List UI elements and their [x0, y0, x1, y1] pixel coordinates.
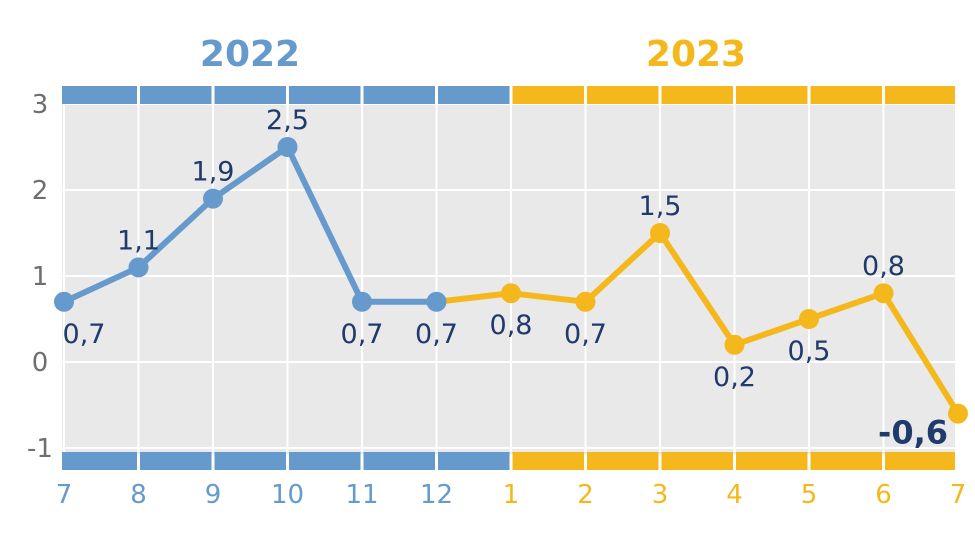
year-label-2023: 2023: [646, 34, 746, 75]
data-point-7: [575, 291, 596, 312]
data-points: [54, 137, 968, 424]
band-top-segment-3: [289, 86, 361, 104]
x-tick-label: 3: [652, 480, 669, 510]
y-tick-label: -1: [27, 434, 53, 464]
x-tick-label: 1: [503, 480, 520, 510]
data-label: 0,7: [415, 319, 458, 350]
band-top-segment-2: [214, 86, 286, 104]
data-point-11: [873, 283, 894, 304]
x-axis-ticks: 7 8 9 10 11 12 1 2 3 4 5 6 7: [56, 480, 967, 510]
data-label: 0,5: [788, 336, 831, 367]
band-top-segment-8: [661, 86, 733, 104]
band-top-segment-5: [438, 86, 510, 104]
data-label: 2,5: [266, 105, 309, 136]
x-tick-label: 2: [577, 480, 594, 510]
data-point-1: [128, 257, 149, 278]
data-label: 0,8: [490, 310, 533, 341]
data-label: 0,7: [63, 319, 106, 350]
series-lines: [61, 144, 961, 417]
y-tick-label: 0: [32, 348, 49, 378]
data-label: 1,9: [192, 157, 235, 188]
x-tick-label: 11: [345, 480, 378, 510]
x-tick-label: 5: [801, 480, 818, 510]
grid-lines: [62, 103, 959, 452]
series-line-2022: [61, 144, 440, 305]
x-tick-label: 7: [56, 480, 73, 510]
year-label-2022: 2022: [200, 34, 300, 75]
band-top-segment-6: [512, 86, 584, 104]
data-point-10: [799, 309, 819, 329]
data-label: -0,6: [878, 414, 948, 452]
data-point-6: [501, 283, 521, 304]
band-bottom-segment-3: [289, 452, 361, 470]
data-label: 1,1: [117, 225, 160, 256]
data-point-4: [352, 291, 372, 312]
band-bottom-segment-10: [810, 452, 882, 470]
data-label: 0,7: [564, 319, 607, 350]
band-bottom-segment-11: [885, 452, 955, 470]
band-bottom-segment-5: [438, 452, 510, 470]
data-labels: 0,7 1,1 1,9 2,5 0,7 0,7 0,8 0,7 1,5 0,2 0,5 0,8 -0,6: [63, 105, 948, 452]
x-tick-label: 6: [875, 480, 892, 510]
data-point-2: [203, 188, 223, 209]
y-axis-ticks: 3 2 1 0 -1: [27, 90, 53, 464]
data-point-3: [277, 137, 298, 157]
band-top-segment-0: [62, 86, 137, 104]
band-bottom-segment-1: [140, 452, 212, 470]
y-tick-label: 1: [32, 262, 49, 292]
band-top-segment-10: [810, 86, 882, 104]
x-tick-label: 7: [950, 480, 967, 510]
band-bottom-segment-2: [214, 452, 286, 470]
plot-background: [62, 104, 955, 454]
data-point-0: [54, 291, 74, 312]
band-bottom-segment-4: [363, 452, 435, 470]
year-bands: [62, 86, 955, 470]
band-bottom-segment-7: [587, 452, 659, 470]
x-tick-label: 4: [726, 480, 743, 510]
y-tick-label: 2: [32, 176, 49, 206]
band-bottom-segment-6: [512, 452, 584, 470]
x-tick-label: 8: [130, 480, 147, 510]
band-top-segment-7: [587, 86, 659, 104]
data-point-8: [650, 223, 670, 243]
data-point-12: [948, 403, 968, 424]
data-point-5: [426, 291, 447, 312]
x-tick-label: 10: [271, 480, 304, 510]
band-bottom-segment-8: [661, 452, 733, 470]
data-label: 0,8: [862, 251, 905, 282]
band-top-segment-11: [885, 86, 955, 104]
band-bottom-segment-0: [62, 452, 137, 470]
y-tick-label: 3: [32, 90, 49, 120]
data-point-9: [724, 334, 745, 355]
band-top-segment-9: [736, 86, 808, 104]
x-tick-label: 9: [205, 480, 222, 510]
data-label: 0,7: [341, 319, 384, 350]
x-tick-label: 12: [420, 480, 453, 510]
band-bottom-segment-9: [736, 452, 808, 470]
series-line-2023: [433, 230, 961, 417]
band-top-segment-4: [363, 86, 435, 104]
data-label: 0,2: [713, 362, 756, 393]
band-top-segment-1: [140, 86, 212, 104]
data-label: 1,5: [639, 191, 682, 222]
